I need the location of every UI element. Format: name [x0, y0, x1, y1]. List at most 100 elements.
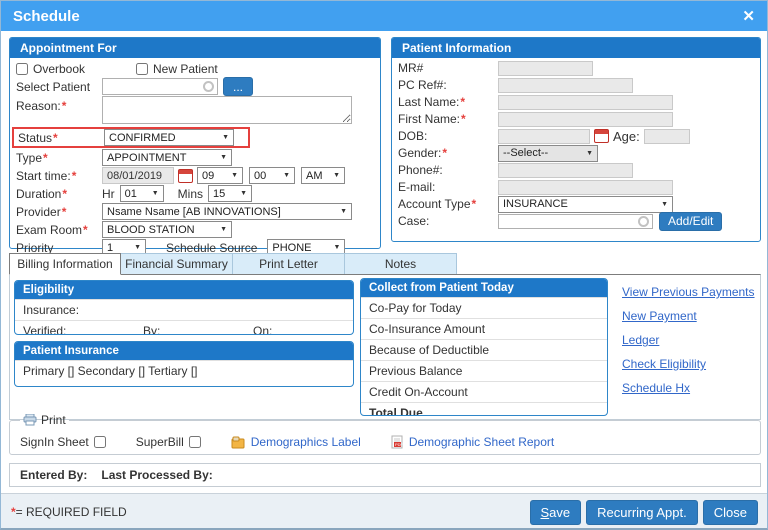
account-type-select[interactable]: INSURANCE ▼ — [498, 195, 673, 213]
age-input[interactable] — [643, 128, 690, 144]
patient-information-panel: Patient Information MR# PC Ref#: Last Na… — [391, 37, 761, 242]
new-payment-link[interactable]: New Payment — [622, 309, 697, 323]
start-hour-select[interactable]: 09 ▼ — [197, 167, 243, 184]
patient-insurance-box: Patient Insurance Primary [] Secondary [… — [14, 341, 354, 387]
tab-billing-information[interactable]: Billing Information — [9, 253, 121, 275]
tab-financial-summary[interactable]: Financial Summary — [121, 253, 233, 275]
chevron-down-icon: ▼ — [333, 172, 340, 179]
calendar-icon[interactable] — [178, 168, 193, 183]
schedule-hx-link[interactable]: Schedule Hx — [622, 381, 691, 395]
printer-icon — [23, 414, 37, 426]
case-input[interactable] — [498, 213, 653, 229]
view-previous-payments-link[interactable]: View Previous Payments — [622, 285, 755, 299]
total-due-row: Total Due — [361, 402, 607, 415]
first-name-input[interactable] — [498, 111, 673, 127]
phone-row: Phone#: — [398, 162, 754, 178]
signin-sheet-checkbox[interactable] — [93, 436, 106, 448]
exam-room-label: Exam Room* — [16, 222, 88, 237]
phone-input[interactable] — [498, 162, 633, 178]
close-icon[interactable]: ✕ — [742, 8, 755, 25]
start-ampm-select[interactable]: AM ▼ — [301, 167, 345, 184]
hr-label: Hr — [102, 186, 115, 201]
pc-ref-label: PC Ref#: — [398, 78, 447, 92]
collect-from-patient-box: Collect from Patient Today Co-Pay for To… — [360, 278, 608, 416]
chevron-down-icon: ▼ — [586, 149, 593, 157]
close-button[interactable]: Close — [702, 499, 758, 525]
verified-by-label: By: — [143, 324, 161, 335]
demographics-label-link[interactable]: Demographics Label — [250, 435, 361, 449]
check-eligibility-link[interactable]: Check Eligibility — [622, 357, 707, 371]
demographic-sheet-report-link[interactable]: Demographic Sheet Report — [408, 435, 555, 449]
reason-row: Reason:* — [16, 96, 374, 126]
exam-room-select[interactable]: BLOOD STATION ▼ — [102, 221, 232, 238]
reason-textarea[interactable] — [102, 96, 352, 124]
calendar-icon[interactable] — [594, 129, 609, 143]
browse-patient-button[interactable]: ... — [223, 77, 253, 96]
schedule-source-select[interactable]: PHONE ▼ — [267, 239, 346, 256]
duration-label: Duration* — [16, 186, 68, 201]
new-patient-checkbox[interactable] — [136, 62, 148, 75]
start-minute-select[interactable]: 00 ▼ — [249, 167, 295, 184]
chevron-down-icon: ▼ — [220, 226, 227, 233]
patient-insurance-row: Primary [] Secondary [] Tertiary [] — [15, 360, 353, 381]
chevron-down-icon: ▼ — [151, 190, 159, 197]
overbook-checkbox[interactable] — [16, 62, 28, 75]
select-patient-input[interactable] — [102, 78, 218, 95]
print-legend: Print — [20, 413, 69, 427]
billing-tab-content: Eligibility Insurance: Verified: By: On:… — [9, 274, 761, 420]
status-row-highlight: Status* CONFIRMED ▼ — [12, 127, 250, 148]
last-name-row: Last Name:* — [398, 94, 754, 110]
recurring-appt-button[interactable]: Recurring Appt. — [586, 499, 698, 525]
gender-select[interactable]: --Select-- ▼ — [498, 144, 598, 162]
collect-header: Collect from Patient Today — [361, 279, 607, 297]
chevron-down-icon: ▼ — [661, 200, 668, 208]
provider-select[interactable]: Nsame Nsame [AB INNOVATIONS] ▼ — [102, 203, 352, 220]
provider-row: Provider* Nsame Nsame [AB INNOVATIONS] ▼ — [16, 203, 374, 220]
dob-row: DOB: Age: — [398, 128, 754, 144]
type-select[interactable]: APPOINTMENT ▼ — [102, 149, 232, 166]
dob-input[interactable] — [498, 128, 590, 144]
duration-hr-select[interactable]: 01 ▼ — [119, 185, 164, 202]
insurance-row: Insurance: — [15, 299, 353, 320]
start-date-input[interactable] — [102, 167, 174, 184]
select-patient-label: Select Patient — [16, 79, 91, 94]
phone-label: Phone#: — [398, 163, 443, 177]
superbill-checkbox[interactable] — [188, 436, 201, 448]
case-search-icon[interactable] — [638, 215, 649, 227]
mr-row: MR# — [398, 60, 754, 76]
last-name-input[interactable] — [498, 94, 673, 110]
mr-label: MR# — [398, 61, 424, 75]
chevron-down-icon: ▼ — [283, 172, 290, 179]
save-button[interactable]: Save — [529, 499, 582, 525]
appointment-for-panel: Appointment For Overbook New Patient Sel… — [9, 37, 381, 256]
add-edit-case-button[interactable]: Add/Edit — [659, 211, 723, 231]
patient-search-icon[interactable] — [203, 81, 214, 92]
mr-input[interactable] — [498, 60, 593, 76]
chevron-down-icon: ▼ — [340, 208, 347, 215]
status-select[interactable]: CONFIRMED ▼ — [104, 129, 234, 146]
account-type-row: Account Type* INSURANCE ▼ — [398, 195, 754, 213]
tab-notes[interactable]: Notes — [345, 253, 457, 275]
collect-row: Credit On-Account — [361, 381, 607, 402]
gender-label: Gender:* — [398, 146, 448, 160]
exam-room-row: Exam Room* BLOOD STATION ▼ — [16, 221, 374, 238]
select-patient-row: Select Patient ... — [16, 77, 374, 96]
chevron-down-icon: ▼ — [134, 244, 141, 251]
pc-ref-row: PC Ref#: — [398, 77, 754, 93]
email-input[interactable] — [498, 179, 673, 195]
dialog-footer: *= REQUIRED FIELD Save Recurring Appt. C… — [1, 493, 767, 528]
chevron-down-icon: ▼ — [220, 154, 227, 161]
payment-links: View Previous Payments New Payment Ledge… — [622, 285, 755, 395]
signin-sheet-label: SignIn Sheet — [20, 435, 89, 449]
superbill-label: SuperBill — [135, 435, 184, 449]
eligibility-header: Eligibility — [15, 281, 353, 299]
tab-print-letter[interactable]: Print Letter — [233, 253, 345, 275]
age-label: Age: — [613, 128, 640, 144]
duration-mins-select[interactable]: 15 ▼ — [208, 185, 253, 202]
ledger-link[interactable]: Ledger — [622, 333, 660, 347]
dialog-titlebar: Schedule ✕ — [1, 1, 767, 31]
mins-label: Mins — [177, 186, 204, 201]
billing-tabs: Billing Information Financial Summary Pr… — [9, 253, 457, 275]
gender-row: Gender:* --Select-- ▼ — [398, 144, 754, 162]
pc-ref-input[interactable] — [498, 77, 633, 93]
